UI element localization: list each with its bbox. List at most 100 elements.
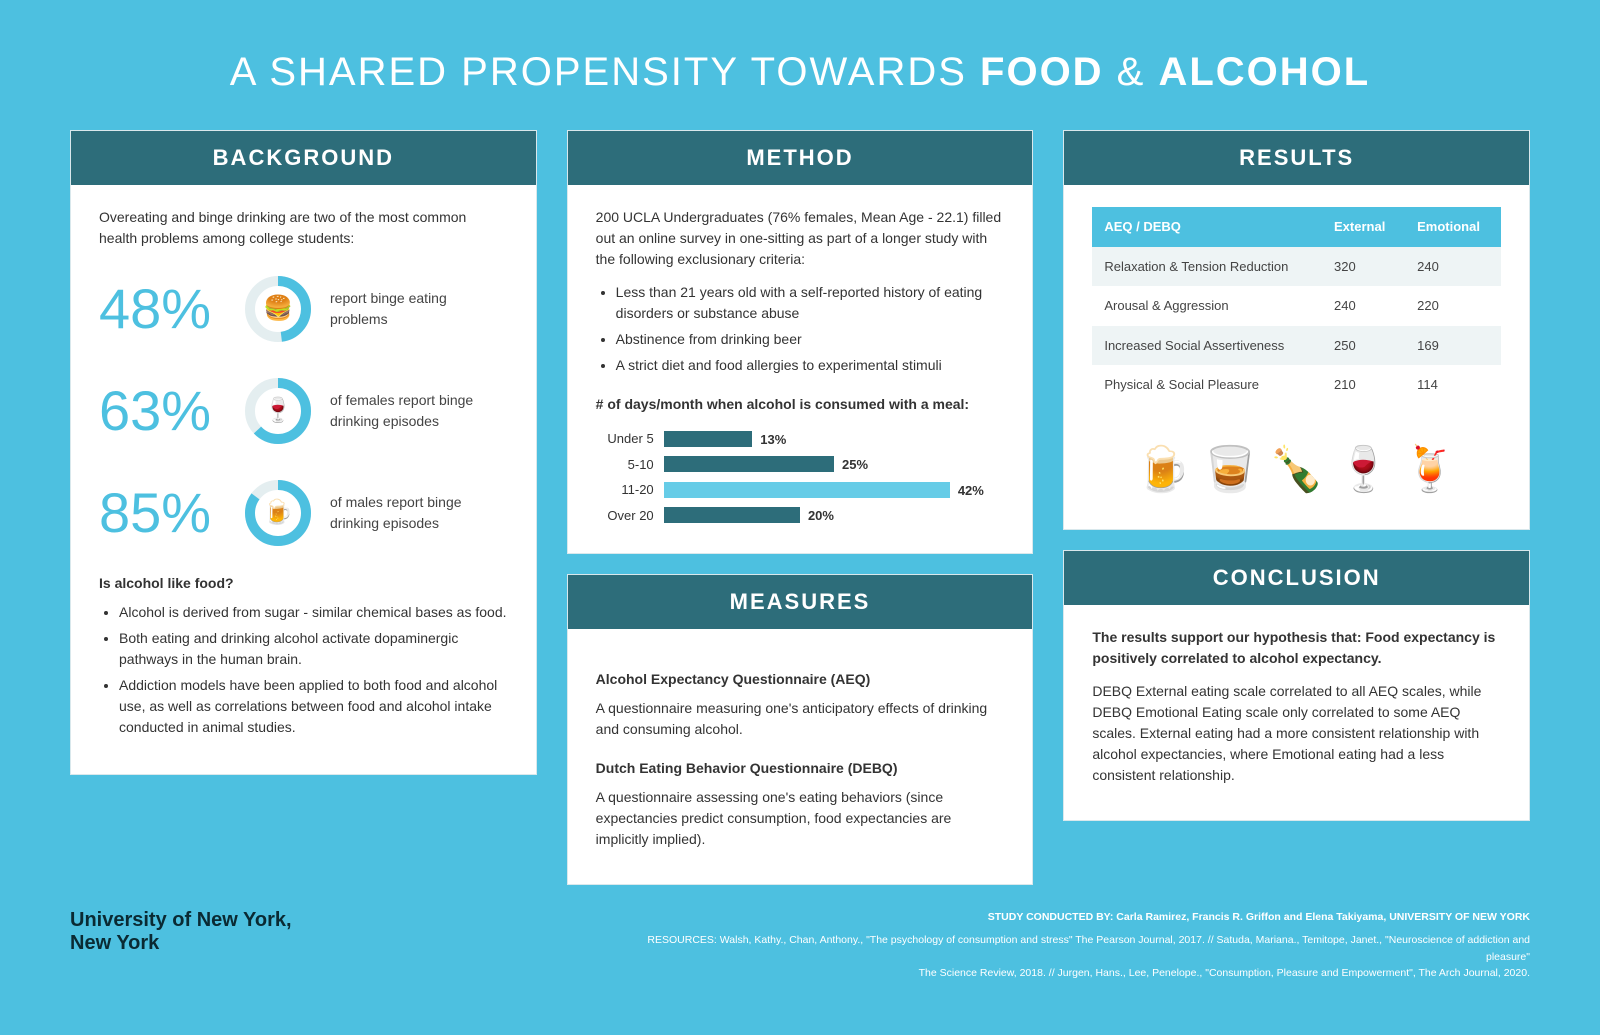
stat-label: of males report binge drinking episodes [330,492,508,534]
bar-label: 5-10 [596,455,664,475]
measure-title: Dutch Eating Behavior Questionnaire (DEB… [596,758,1005,779]
table-cell: 210 [1322,365,1405,405]
stat-icon: 🍔 [263,291,293,327]
drink-icon: 🍾 [1269,437,1324,503]
stat-row: 63% 🍷 of females report binge drinking epi… [99,369,508,453]
alcohol-days-chart: Under 5 13% 5-10 25% 11-2042% Over 20 20% [596,429,1005,525]
bar-value: 42% [958,481,984,501]
study-conducted-by: STUDY CONDUCTED BY: Carla Ramirez, Franc… [630,909,1530,926]
method-criterion: A strict diet and food allergies to expe… [616,355,1005,376]
results-panel: RESULTS AEQ / DEBQExternalEmotionalRelax… [1063,130,1530,530]
method-criteria: Less than 21 years old with a self-repor… [616,282,1005,376]
table-row: Physical & Social Pleasure210114 [1092,365,1501,405]
table-cell: 240 [1405,247,1501,287]
table-cell: 114 [1405,365,1501,405]
stat-icon: 🍺 [263,495,293,531]
background-header: BACKGROUND [71,131,536,185]
background-points: Alcohol is derived from sugar - similar … [119,602,508,738]
measures-panel: MEASURES Alcohol Expectancy Questionnair… [567,574,1034,885]
table-cell: Relaxation & Tension Reduction [1092,247,1322,287]
table-cell: 240 [1322,286,1405,326]
method-criterion: Less than 21 years old with a self-repor… [616,282,1005,324]
stat-row: 85% 🍺 of males report binge drinking episo… [99,471,508,555]
table-cell: 220 [1405,286,1501,326]
title-prefix: A SHARED PROPENSITY TOWARDS [230,50,980,94]
bar-track: 13% [664,431,1005,447]
table-cell: 169 [1405,326,1501,366]
conclusion-lead-prefix: The results support our hypothesis that:… [1092,629,1483,645]
stat-icon: 🍷 [263,393,293,429]
table-row: Increased Social Assertiveness250169 [1092,326,1501,366]
table-cell: Arousal & Aggression [1092,286,1322,326]
bar-label: Over 20 [596,506,664,526]
table-row: Relaxation & Tension Reduction320240 [1092,247,1501,287]
background-point: Addiction models have been applied to bo… [119,675,508,738]
stat-donut: 🍔 [244,275,312,343]
bar-value: 13% [760,430,786,450]
results-col: External [1322,207,1405,247]
title-food: FOOD [980,50,1104,94]
university-line1: University of New York, [70,909,292,932]
stat-donut: 🍺 [244,479,312,547]
bar-row: Over 20 20% [596,506,1005,526]
stat-value: 48% [99,267,244,351]
background-point: Both eating and drinking alcohol activat… [119,628,508,670]
drink-icons: 🍺🥃🍾🍷🍹 [1092,423,1501,507]
conclusion-header: CONCLUSION [1064,551,1529,605]
bar-value: 20% [808,506,834,526]
stat-label: report binge eating problems [330,288,508,330]
drink-icon: 🍷 [1336,437,1391,503]
bar-row: Under 5 13% [596,429,1005,449]
stat-row: 48% 🍔 report binge eating problems [99,267,508,351]
bar-track: 20% [664,507,1005,523]
results-table: AEQ / DEBQExternalEmotionalRelaxation & … [1092,207,1501,405]
bar-label: Under 5 [596,429,664,449]
method-intro: 200 UCLA Undergraduates (76% females, Me… [596,207,1005,270]
drink-icon: 🍹 [1403,437,1458,503]
bar-fill [664,482,950,498]
background-panel: BACKGROUND Overeating and binge drinking… [70,130,537,775]
resources-line2: The Science Review, 2018. // Jurgen, Han… [630,965,1530,982]
stat-value: 85% [99,471,244,555]
bar-row: 5-10 25% [596,455,1005,475]
table-cell: 250 [1322,326,1405,366]
measure-title: Alcohol Expectancy Questionnaire (AEQ) [596,669,1005,690]
measure-desc: A questionnaire assessing one's eating b… [596,787,1005,850]
drink-icon: 🍺 [1136,437,1191,503]
measure-desc: A questionnaire measuring one's anticipa… [596,698,1005,740]
results-header: RESULTS [1064,131,1529,185]
bar-track: 25% [664,456,1005,472]
bar-fill [664,507,800,523]
resources-line1: RESOURCES: Walsh, Kathy., Chan, Anthony.… [630,932,1530,966]
stats-container: 48% 🍔 report binge eating problems 63% 🍷 of f… [99,267,508,555]
bar-value: 25% [842,455,868,475]
background-intro: Overeating and binge drinking are two of… [99,207,508,249]
method-criterion: Abstinence from drinking beer [616,329,1005,350]
bar-fill [664,456,834,472]
table-cell: 320 [1322,247,1405,287]
background-question: Is alcohol like food? [99,573,508,594]
table-row: Arousal & Aggression240220 [1092,286,1501,326]
conclusion-body: DEBQ External eating scale correlated to… [1092,681,1501,786]
method-header: METHOD [568,131,1033,185]
conclusion-lead: The results support our hypothesis that:… [1092,627,1501,669]
results-col: AEQ / DEBQ [1092,207,1322,247]
bar-row: 11-2042% [596,480,1005,500]
stat-donut: 🍷 [244,377,312,445]
conclusion-panel: CONCLUSION The results support our hypot… [1063,550,1530,821]
method-chart-title: # of days/month when alcohol is consumed… [596,394,1005,415]
bar-track: 42% [664,482,1005,498]
table-cell: Physical & Social Pleasure [1092,365,1322,405]
main-title: A SHARED PROPENSITY TOWARDS FOOD & ALCOH… [70,50,1530,95]
university-name: University of New York, New York [70,909,292,955]
results-col: Emotional [1405,207,1501,247]
title-alcohol: ALCOHOL [1158,50,1370,94]
stat-value: 63% [99,369,244,453]
title-amp: & [1104,50,1159,94]
bar-fill [664,431,753,447]
table-cell: Increased Social Assertiveness [1092,326,1322,366]
drink-icon: 🥃 [1202,437,1257,503]
background-point: Alcohol is derived from sugar - similar … [119,602,508,623]
stat-label: of females report binge drinking episode… [330,390,508,432]
university-line2: New York [70,932,292,955]
